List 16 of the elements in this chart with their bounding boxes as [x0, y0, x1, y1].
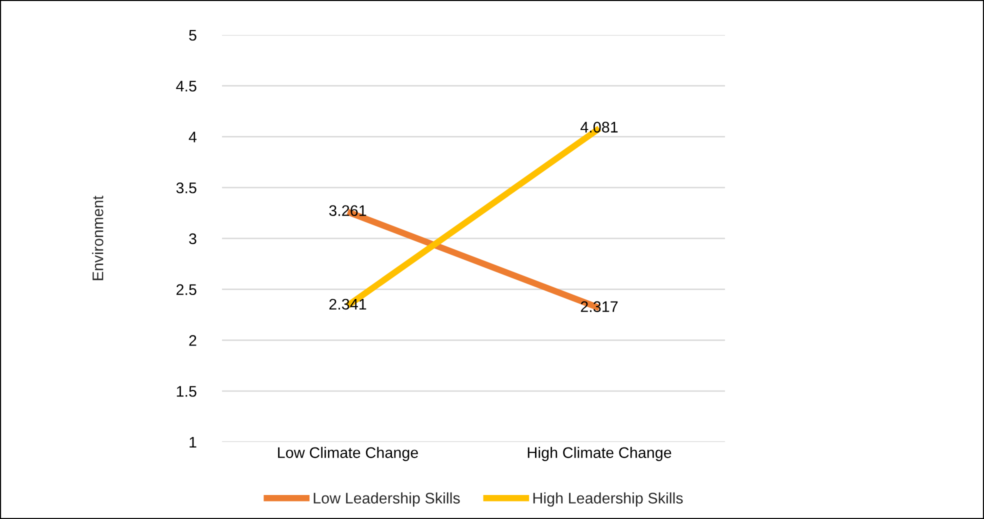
y-axis-title: Environment	[92, 196, 104, 280]
y-tick-label: 4.5	[176, 80, 196, 92]
y-tick-label: 2.5	[176, 284, 196, 296]
x-tick-label: Low Climate Change	[278, 446, 418, 462]
data-label: 4.081	[580, 122, 618, 133]
y-tick-label: 1	[190, 437, 196, 448]
legend-label: High Leadership Skills	[533, 492, 683, 507]
y-tick-label: 4	[188, 132, 197, 142]
y-tick-label: 3.5	[176, 182, 196, 194]
x-tick-label: High Climate Change	[528, 446, 672, 462]
legend-label: Low Leadership Skills	[314, 492, 460, 507]
y-tick-label: 2	[189, 335, 196, 346]
y-tick-label: 5	[189, 30, 196, 41]
data-label: 3.261	[329, 205, 366, 216]
y-tick-label: 1.5	[176, 386, 196, 397]
y-tick-label: 3	[189, 233, 196, 244]
